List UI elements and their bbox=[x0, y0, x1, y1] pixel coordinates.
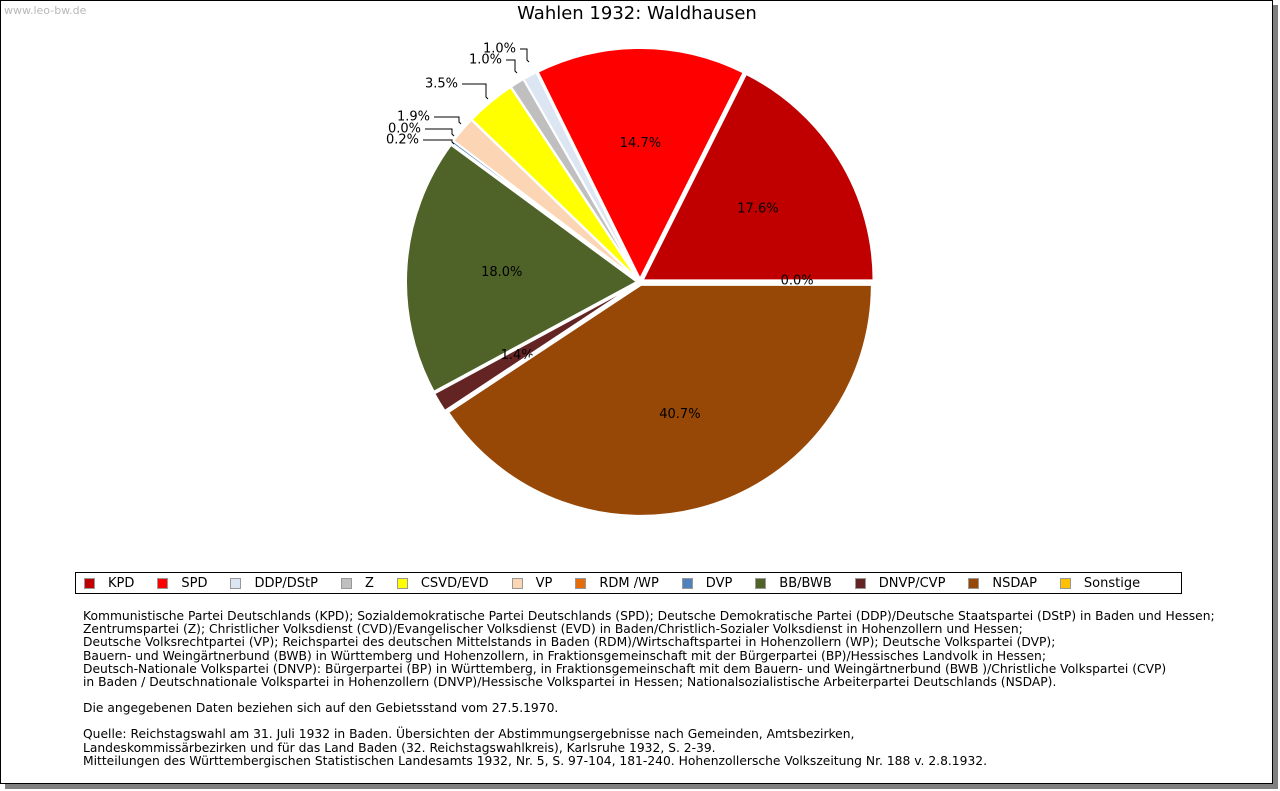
definition-line: in Baden / Deutschnationale Volkspartei … bbox=[83, 675, 1057, 690]
legend-item-dvp: DVP bbox=[681, 575, 733, 591]
leader-line-csvd-evd bbox=[462, 83, 489, 100]
pie-chart: 17.6%14.7%1.0%1.0%3.5%1.9%0.0%0.2%18.0%1… bbox=[386, 42, 875, 517]
legend-label: KPD bbox=[108, 575, 135, 591]
pie-slice-dnvp-cvp bbox=[432, 282, 638, 413]
legend-swatch bbox=[230, 577, 242, 589]
legend-item-rdm-wp: RDM /WP bbox=[575, 575, 659, 591]
legend-label: SPD bbox=[181, 575, 208, 591]
legend-swatch bbox=[755, 577, 767, 589]
leader-line-vp bbox=[434, 116, 462, 125]
slice-label-vp: 1.9% bbox=[397, 110, 430, 125]
legend-swatch bbox=[157, 577, 169, 589]
source-note: Quelle: Reichstagswahl am 31. Juli 1932 … bbox=[83, 728, 1263, 768]
slice-label-rdm-wp: 0.0% bbox=[388, 122, 421, 137]
legend-label: DDP/DStP bbox=[254, 575, 318, 591]
legend-label: Sonstige bbox=[1083, 575, 1141, 591]
slice-label-dvp: 0.2% bbox=[386, 133, 419, 148]
legend-item-nsdap: NSDAP bbox=[968, 576, 1037, 591]
slice-label-dnvp-cvp: 1.4% bbox=[501, 348, 534, 363]
pie-slice-kpd bbox=[640, 72, 875, 282]
legend-item-dnvp-cvp: DNVP/CVP bbox=[854, 575, 946, 591]
legend-item-vp: VP bbox=[511, 575, 553, 591]
source-line: Quelle: Reichstagswahl am 31. Juli 1932 … bbox=[83, 727, 855, 742]
territory-note: Die angegebenen Daten beziehen sich auf … bbox=[83, 701, 559, 716]
definition-line: Deutsch-Nationale Volkspartei (DNVP): Bü… bbox=[83, 661, 1167, 676]
party-definitions: Kommunistische Partei Deutschlands (KPD)… bbox=[83, 609, 1263, 690]
slice-label-csvd-evd: 3.5% bbox=[425, 77, 458, 92]
chart-title: Wahlen 1932: Waldhausen bbox=[517, 3, 757, 24]
leader-line-rdm-wp bbox=[425, 128, 455, 137]
chart-legend: KPD SPD DDP/DStP Z CSVD/EVD VP RDM /WP DVP BB/BW… bbox=[75, 572, 1182, 594]
source-line: Mitteilungen des Württembergischen Stati… bbox=[83, 753, 988, 768]
pie-slice-nsdap bbox=[446, 283, 873, 517]
source-line: Landeskommissärbezirken und für das Land… bbox=[83, 740, 716, 755]
legend-swatch bbox=[575, 577, 587, 589]
legend-label: RDM /WP bbox=[599, 575, 659, 591]
legend-label: CSVD/EVD bbox=[420, 575, 489, 591]
leader-line-ddp-dstp bbox=[520, 48, 530, 63]
legend-label: Z bbox=[364, 575, 374, 591]
slice-label-sonstige: 0.0% bbox=[781, 274, 814, 289]
legend-item-z: Z bbox=[340, 575, 374, 591]
definition-line: Zentrumspartei (Z); Christlicher Volksdi… bbox=[83, 622, 1023, 637]
definition-line: Bauern- und Weingärtnerbund (BWB) in Wür… bbox=[83, 648, 1046, 663]
definition-line: Deutsche Volksrechtpartei (VP); Reichspa… bbox=[83, 635, 1056, 650]
legend-swatch bbox=[396, 577, 408, 589]
pie-slice-spd bbox=[536, 47, 745, 282]
slice-label-spd: 14.7% bbox=[620, 136, 661, 151]
slice-label-bb-bwb: 18.0% bbox=[481, 265, 522, 280]
legend-label: BB/BWB bbox=[779, 575, 832, 591]
legend-item-sonstige: Sonstige bbox=[1059, 575, 1141, 591]
legend-item-ddp-dstp: DDP/DStP bbox=[230, 575, 318, 591]
legend-item-bb-bwb: BB/BWB bbox=[755, 575, 832, 591]
legend-swatch bbox=[968, 577, 980, 589]
legend-swatch bbox=[511, 577, 523, 589]
legend-label: VP bbox=[535, 575, 553, 591]
pie-slice-bb-bwb bbox=[405, 143, 639, 394]
slice-label-z: 1.0% bbox=[469, 53, 502, 68]
legend-swatch bbox=[1059, 577, 1071, 589]
legend-item-kpd: KPD bbox=[84, 576, 134, 591]
definition-line: Kommunistische Partei Deutschlands (KPD)… bbox=[83, 609, 1215, 623]
slice-label-kpd: 17.6% bbox=[737, 202, 778, 217]
legend-swatch bbox=[84, 577, 95, 589]
legend-label: NSDAP bbox=[992, 575, 1037, 591]
legend-item-csvd-evd: CSVD/EVD bbox=[396, 575, 489, 591]
leader-line-dvp bbox=[423, 139, 455, 145]
legend-swatch bbox=[681, 577, 693, 589]
legend-swatch bbox=[854, 577, 866, 589]
watermark: www.leo-bw.de bbox=[4, 4, 87, 17]
legend-item-spd: SPD bbox=[157, 576, 207, 591]
slice-label-nsdap: 40.7% bbox=[659, 407, 700, 422]
slice-label-ddp-dstp: 1.0% bbox=[483, 42, 516, 57]
notes-block: Kommunistische Partei Deutschlands (KPD)… bbox=[83, 609, 1263, 768]
legend-swatch bbox=[340, 577, 352, 589]
legend-label: DNVP/CVP bbox=[878, 575, 946, 591]
leader-line-z bbox=[506, 59, 518, 74]
legend-label: DVP bbox=[705, 575, 733, 591]
